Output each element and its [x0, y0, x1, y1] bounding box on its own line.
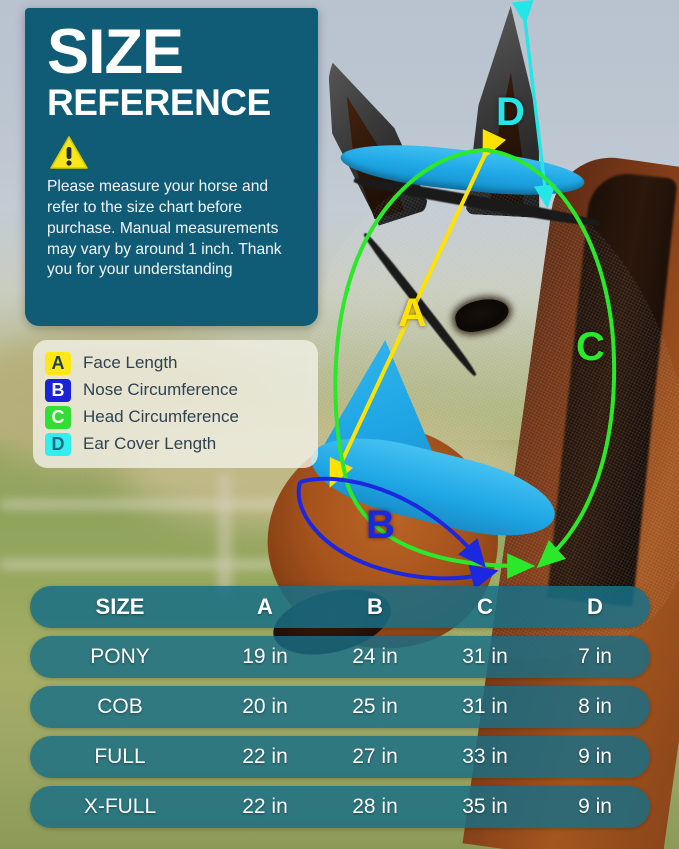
legend-item-d: D Ear Cover Length — [45, 431, 308, 457]
page-subtitle: REFERENCE — [47, 82, 271, 124]
cell-d: 7 in — [578, 645, 612, 668]
legend-label-a: Face Length — [83, 353, 178, 372]
legend-badge-d: D — [45, 432, 71, 456]
annotation-label-c: C — [576, 325, 605, 369]
table-row: PONY 19 in 24 in 31 in 7 in — [30, 636, 650, 678]
table-row: FULL 22 in 27 in 33 in 9 in — [30, 736, 650, 778]
legend-item-a: A Face Length — [45, 350, 308, 376]
legend-badge-c: C — [45, 405, 71, 429]
column-header-b: B — [367, 594, 383, 619]
column-header-d: D — [587, 594, 603, 619]
cell-c: 31 in — [462, 695, 508, 718]
legend-label-b: Nose Circumference — [83, 380, 238, 399]
legend-badge-b: B — [45, 378, 71, 402]
cell-b: 28 in — [352, 795, 398, 818]
legend-panel: A Face Length B Nose Circumference C Hea… — [33, 340, 318, 468]
legend-label-d: Ear Cover Length — [83, 434, 217, 453]
annotation-d-arrow — [511, 0, 556, 209]
column-header-size: SIZE — [95, 594, 145, 619]
cell-a: 22 in — [242, 795, 288, 818]
column-header-a: A — [257, 594, 273, 619]
cell-d: 9 in — [578, 795, 612, 818]
fence-rail-top — [0, 500, 340, 509]
legend-label-c: Head Circumference — [83, 407, 239, 426]
annotation-label-a: A — [398, 291, 427, 335]
annotation-a-arrow — [329, 128, 507, 488]
cell-d: 8 in — [578, 695, 612, 718]
annotation-b-loop — [296, 476, 499, 590]
cell-b: 25 in — [352, 695, 398, 718]
annotation-label-d: D — [496, 90, 525, 134]
cell-a: 20 in — [242, 695, 288, 718]
cell-size: PONY — [90, 645, 150, 668]
table-header-row: SIZE A B C D — [30, 586, 650, 628]
info-panel: SIZE REFERENCE Please measure your horse… — [25, 8, 318, 326]
column-header-c: C — [477, 594, 493, 619]
cell-size: X-FULL — [83, 795, 157, 818]
legend-item-c: C Head Circumference — [45, 404, 308, 430]
cell-size: FULL — [94, 745, 146, 768]
measurement-note: Please measure your horse and refer to t… — [47, 178, 282, 279]
annotation-label-b: B — [366, 503, 395, 547]
cell-d: 9 in — [578, 745, 612, 768]
page-title: SIZE — [47, 17, 184, 87]
legend-badge-a: A — [45, 351, 71, 375]
cell-b: 24 in — [352, 645, 398, 668]
cell-size: COB — [97, 695, 143, 718]
cell-c: 33 in — [462, 745, 508, 768]
fence-rail-bottom — [0, 560, 340, 569]
table-row: COB 20 in 25 in 31 in 8 in — [30, 686, 650, 728]
cell-a: 19 in — [242, 645, 288, 668]
cell-b: 27 in — [352, 745, 398, 768]
cell-c: 35 in — [462, 795, 508, 818]
table-row: X-FULL 22 in 28 in 35 in 9 in — [30, 786, 650, 828]
size-chart-table: SIZE A B C D PONY 19 in 24 in 31 in 7 in… — [30, 586, 650, 836]
warning-triangle-icon — [50, 136, 88, 170]
cell-c: 31 in — [462, 645, 508, 668]
legend-item-b: B Nose Circumference — [45, 377, 308, 403]
fence-post — [218, 474, 232, 594]
annotation-c-loop — [333, 148, 617, 579]
cell-a: 22 in — [242, 745, 288, 768]
